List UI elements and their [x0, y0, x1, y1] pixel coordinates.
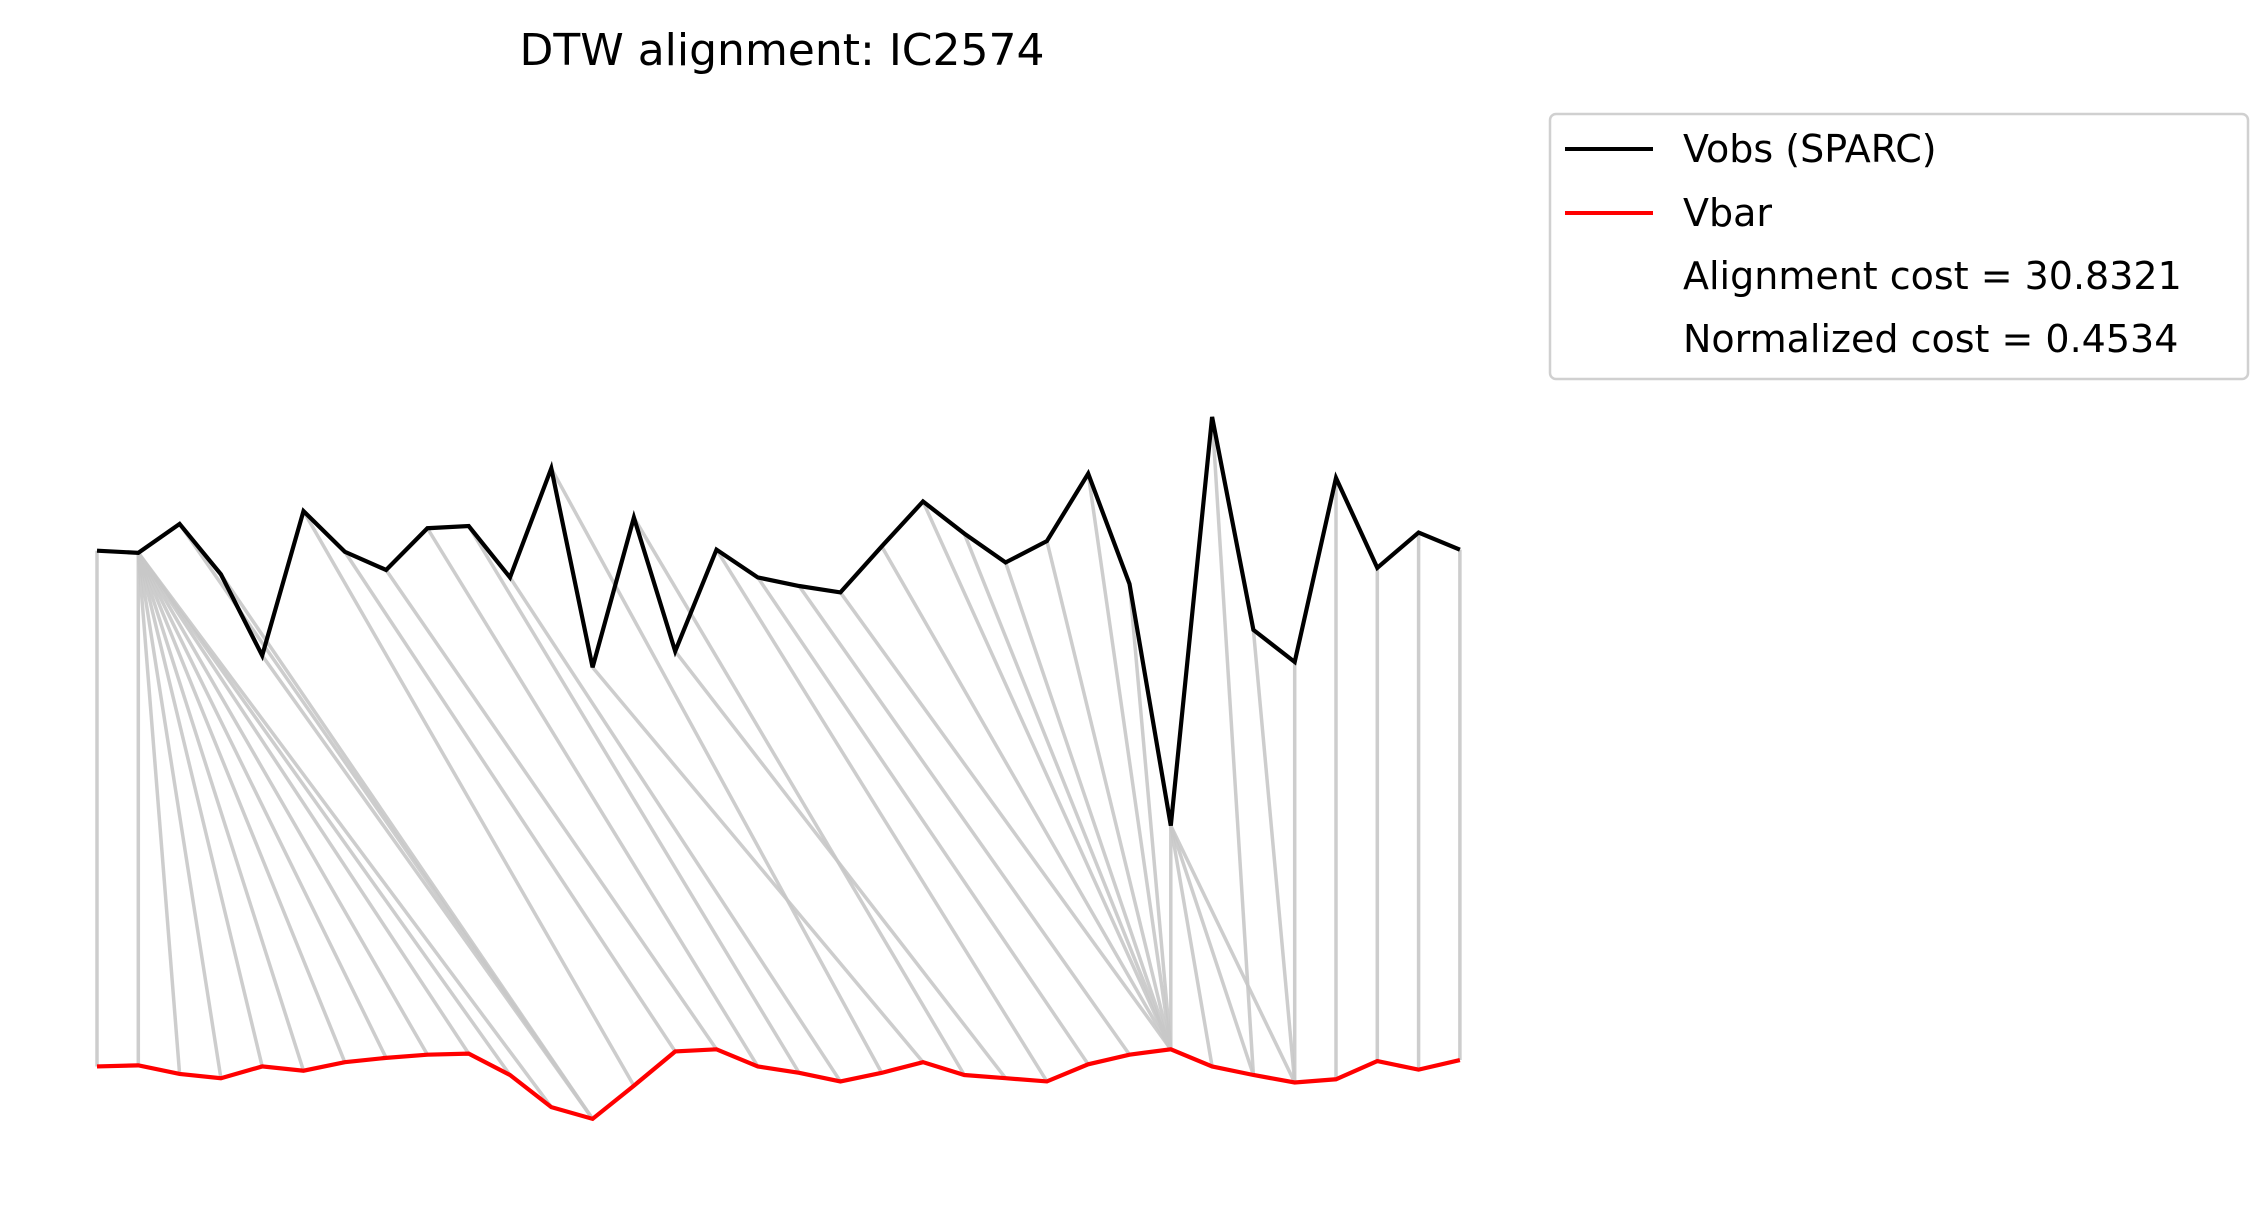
- alignment-line-3: [136, 552, 223, 1079]
- alignment-line-41: [1251, 629, 1297, 1083]
- alignment-line-18: [425, 527, 760, 1068]
- alignment-line-9: [136, 551, 471, 1055]
- alignment-line-27: [797, 585, 1131, 1056]
- alignment-line-37: [1169, 825, 1214, 1067]
- legend-label-vobs: Vobs (SPARC): [1683, 127, 1937, 171]
- series-line-vobs: [96, 416, 1461, 827]
- series-lines: [96, 416, 1461, 1122]
- alignment-line-5: [136, 552, 306, 1072]
- alignment-line-32: [1003, 561, 1173, 1050]
- alignment-line-26: [756, 576, 1090, 1066]
- legend-label-vbar: Vbar: [1683, 191, 1772, 235]
- legend-alignment-cost: Alignment cost = 30.8321: [1683, 254, 2182, 298]
- alignment-line-30: [921, 500, 1173, 1051]
- alignment-line-35: [1127, 583, 1173, 1050]
- alignment-line-23: [632, 516, 966, 1076]
- alignment-line-39: [1169, 824, 1297, 1084]
- alignment-line-7: [136, 552, 388, 1059]
- alignment-lines: [95, 416, 1462, 1120]
- alignment-line-28: [838, 591, 1173, 1051]
- alignment-line-14: [260, 654, 595, 1120]
- legend-box: [1548, 112, 2250, 381]
- alignment-line-22: [591, 666, 925, 1064]
- alignment-line-2: [136, 552, 182, 1075]
- chart-title: DTW alignment: IC2574: [519, 25, 1044, 76]
- alignment-line-33: [1045, 540, 1173, 1050]
- alignment-line-20: [508, 576, 842, 1083]
- alignment-line-15: [301, 510, 636, 1087]
- alignment-line-17: [384, 568, 718, 1051]
- alignment-line-21: [549, 467, 884, 1074]
- alignment-line-13: [219, 573, 595, 1120]
- alignment-line-10: [136, 551, 512, 1077]
- alignment-line-25: [715, 548, 1049, 1083]
- alignment-line-4: [136, 552, 264, 1067]
- alignment-line-29: [880, 545, 1173, 1051]
- legend-normalized-cost: Normalized cost = 0.4534: [1683, 317, 2178, 361]
- alignment-line-38: [1169, 825, 1256, 1076]
- alignment-line-16: [343, 550, 677, 1053]
- alignment-line-24: [673, 650, 1007, 1080]
- alignment-line-6: [136, 552, 347, 1063]
- alignment-line-31: [962, 532, 1173, 1050]
- legend: Vobs (SPARC) Vbar Alignment cost = 30.83…: [1548, 112, 2250, 381]
- alignment-line-8: [136, 551, 429, 1056]
- alignment-line-11: [136, 551, 553, 1109]
- alignment-line-19: [467, 525, 801, 1074]
- alignment-line-40: [1210, 416, 1256, 1076]
- alignment-line-34: [1086, 473, 1173, 1050]
- series-line-vbar: [96, 1047, 1461, 1122]
